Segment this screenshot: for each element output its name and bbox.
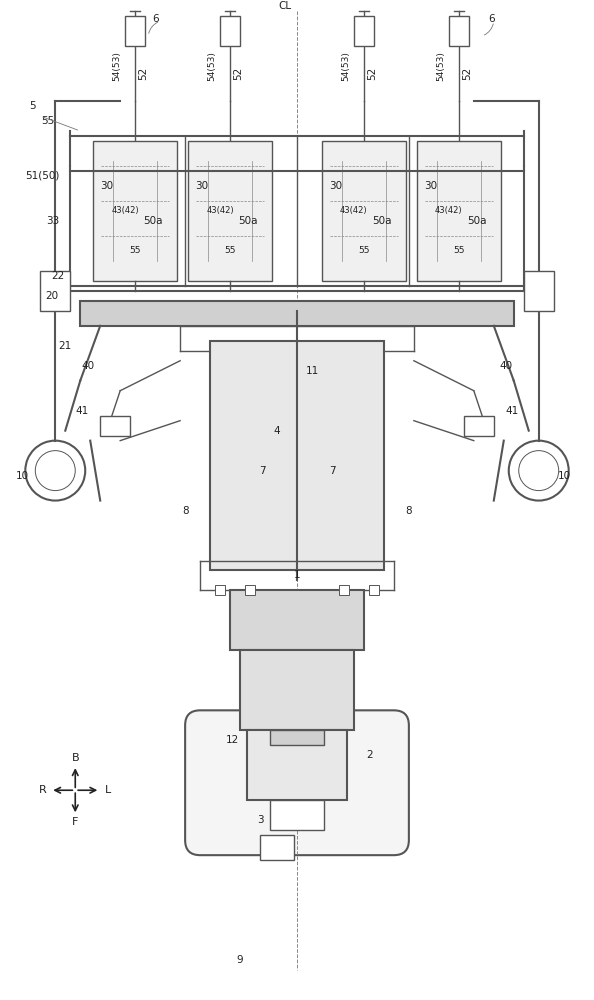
Text: 7: 7 [328, 466, 335, 476]
Text: 10: 10 [558, 471, 571, 481]
Text: 33: 33 [46, 216, 59, 226]
Bar [270, 730, 324, 745]
Bar [93, 141, 177, 281]
Text: 43(42): 43(42) [206, 206, 234, 215]
Bar [322, 141, 406, 281]
Text: 41: 41 [75, 406, 89, 416]
Text: 7: 7 [259, 466, 266, 476]
Text: 54(53): 54(53) [437, 51, 446, 81]
Text: 43(42): 43(42) [435, 206, 463, 215]
Text: 5: 5 [29, 101, 36, 111]
Text: 50a: 50a [143, 216, 163, 226]
Text: 20: 20 [46, 291, 59, 301]
Text: 10: 10 [16, 471, 29, 481]
Text: 55: 55 [42, 116, 55, 126]
Text: 52: 52 [367, 66, 377, 80]
Text: 54(53): 54(53) [342, 51, 350, 81]
Text: 52: 52 [462, 66, 472, 80]
Text: 8: 8 [406, 506, 412, 516]
Bar [100, 416, 130, 436]
Text: B: B [71, 753, 79, 763]
Bar [449, 16, 469, 46]
Text: L: L [105, 785, 111, 795]
Bar [524, 271, 554, 311]
Bar [210, 341, 384, 570]
Text: 52: 52 [138, 66, 148, 80]
Bar [339, 585, 349, 595]
Bar [464, 416, 494, 436]
Text: 40: 40 [82, 361, 95, 371]
Text: 8: 8 [182, 506, 188, 516]
Bar [188, 141, 272, 281]
Bar [354, 16, 374, 46]
Bar [270, 800, 324, 830]
Text: 51(50): 51(50) [25, 171, 59, 181]
Text: 3: 3 [257, 815, 263, 825]
Text: CL: CL [279, 1, 292, 11]
Text: 6: 6 [152, 14, 159, 24]
Text: 55: 55 [129, 246, 141, 255]
Text: 30: 30 [195, 181, 208, 191]
Text: F: F [72, 817, 78, 827]
Bar [247, 730, 347, 800]
Text: 11: 11 [305, 366, 318, 376]
Text: 52: 52 [233, 66, 243, 80]
Bar [125, 16, 145, 46]
Bar [80, 301, 514, 326]
Text: 55: 55 [225, 246, 236, 255]
Text: 1: 1 [293, 570, 301, 580]
Text: 9: 9 [237, 955, 244, 965]
Bar [240, 650, 354, 730]
Text: R: R [39, 785, 46, 795]
Text: 40: 40 [499, 361, 512, 371]
Text: 55: 55 [358, 246, 369, 255]
Text: 50a: 50a [467, 216, 486, 226]
Text: 54(53): 54(53) [207, 51, 217, 81]
FancyBboxPatch shape [185, 710, 409, 855]
Text: 30: 30 [100, 181, 114, 191]
Bar [369, 585, 379, 595]
Bar [40, 271, 70, 311]
Bar [260, 835, 294, 860]
Text: 30: 30 [330, 181, 343, 191]
Bar [215, 585, 225, 595]
Text: 4: 4 [274, 426, 280, 436]
Text: 55: 55 [453, 246, 465, 255]
Text: 54(53): 54(53) [113, 51, 122, 81]
Bar [417, 141, 501, 281]
Text: 43(42): 43(42) [340, 206, 368, 215]
Text: 41: 41 [505, 406, 519, 416]
Text: 2: 2 [366, 750, 373, 760]
Text: 21: 21 [59, 341, 72, 351]
Text: 43(42): 43(42) [112, 206, 139, 215]
Text: 6: 6 [488, 14, 495, 24]
Text: 50a: 50a [372, 216, 391, 226]
Bar [220, 16, 240, 46]
Bar [245, 585, 255, 595]
Text: 22: 22 [52, 271, 65, 281]
Text: 30: 30 [424, 181, 437, 191]
Text: 50a: 50a [238, 216, 258, 226]
Text: 12: 12 [226, 735, 239, 745]
Bar [230, 590, 364, 650]
